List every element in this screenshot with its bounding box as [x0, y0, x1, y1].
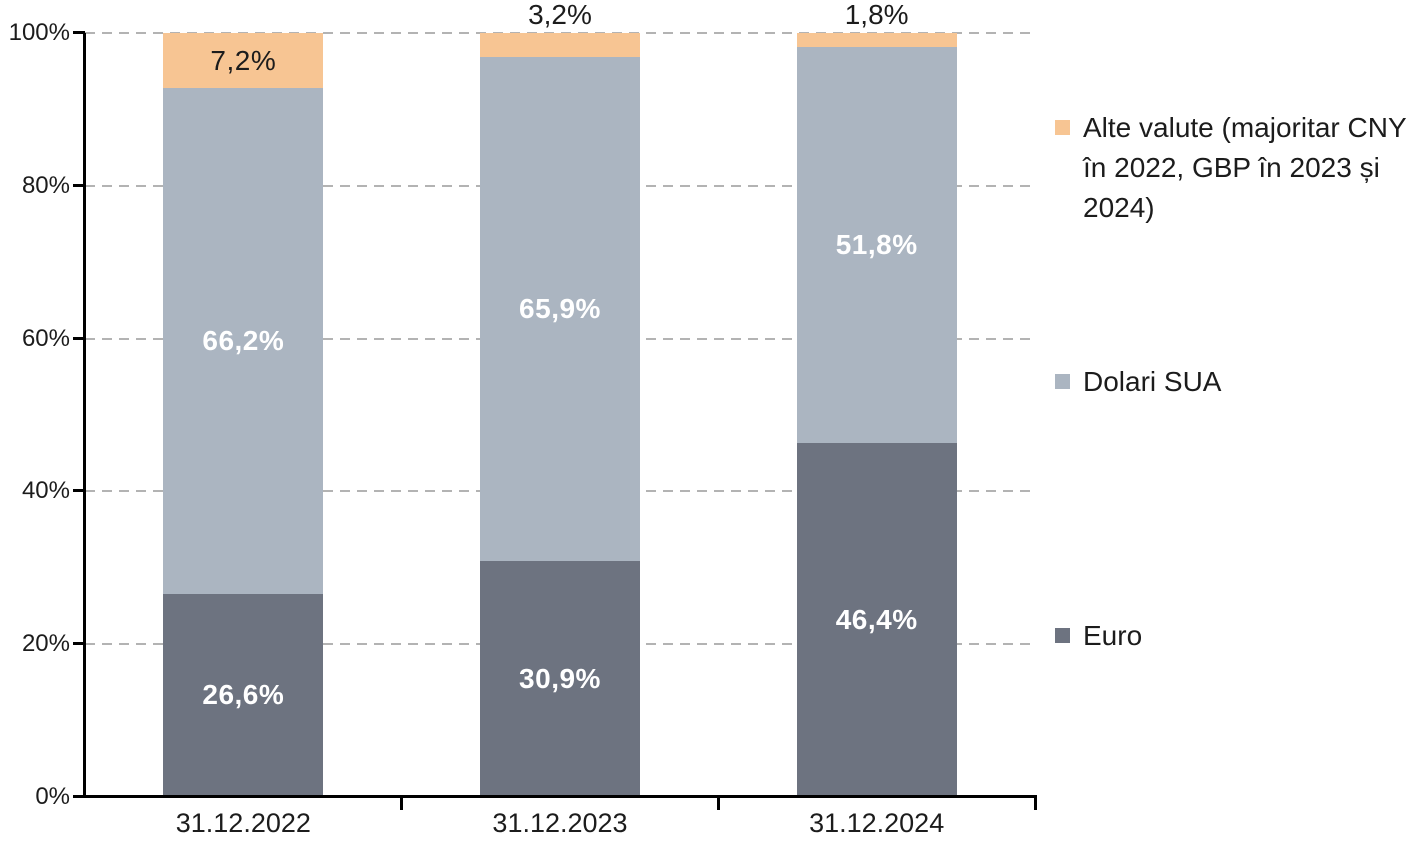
x-axis-tick-3 — [1033, 798, 1037, 810]
y-axis-label-20: 20% — [21, 630, 70, 658]
bar-segment-dolari-31.12.2022 — [163, 88, 324, 594]
y-axis-tick-60 — [73, 336, 85, 340]
bar-segment-euro-31.12.2022 — [163, 593, 324, 797]
legend-swatch-icon — [1055, 374, 1070, 389]
y-axis-tick-40 — [73, 489, 85, 493]
bar-segment-euro-31.12.2024 — [796, 442, 957, 797]
legend-item-3: Euro — [1055, 616, 1425, 656]
legend-label: Euro — [1083, 620, 1143, 651]
legend-item-2: Dolari SUA — [1055, 362, 1425, 402]
y-axis-tick-80 — [73, 183, 85, 187]
bar-segment-alte-31.12.2024 — [796, 33, 957, 47]
y-axis-tick-100 — [73, 31, 85, 34]
bar-label-46,4%: 46,4% — [835, 603, 918, 635]
legend-swatch-icon — [1055, 628, 1070, 643]
bar-segment-dolari-31.12.2024 — [796, 46, 957, 443]
bar-segment-euro-31.12.2023 — [480, 560, 640, 797]
legend-item-1: Alte valute (majoritar CNY în 2022, GBP … — [1055, 108, 1425, 228]
y-axis-line — [83, 33, 86, 797]
bar-label-7,2%: 7,2% — [210, 44, 277, 76]
y-axis-label-40: 40% — [21, 477, 70, 505]
bar-label-30,9%: 30,9% — [519, 662, 601, 694]
x-axis-label-31.12.2024: 31.12.2024 — [809, 808, 945, 838]
y-axis-label-100: 100% — [8, 19, 70, 46]
y-axis-tick-0 — [73, 795, 85, 798]
bar-segment-dolari-31.12.2023 — [480, 57, 640, 561]
bar-label-66,2%: 66,2% — [202, 324, 285, 356]
bar-segment-alte-31.12.2023 — [480, 33, 640, 58]
legend-swatch-icon — [1055, 120, 1070, 135]
plot-area: 26,6% 66,2% 7,2% 30,9% 65,9% 3,2% 46,4% 51,8% 1,… — [85, 0, 1035, 797]
gridline-100 — [85, 32, 1035, 34]
legend-label: Alte valute (majoritar CNY în 2022, GBP … — [1083, 112, 1407, 223]
bar-label-26,6%: 26,6% — [202, 679, 285, 711]
bar-label-3,2%: 3,2% — [528, 0, 592, 30]
legend-label: Dolari SUA — [1083, 366, 1222, 397]
x-axis-label-31.12.2023: 31.12.2023 — [492, 808, 628, 838]
x-axis-label-31.12.2022: 31.12.2022 — [175, 808, 311, 838]
x-axis-tick-1 — [400, 798, 404, 810]
y-axis-label-80: 80% — [21, 171, 70, 199]
y-axis-label-60: 60% — [21, 324, 70, 352]
bar-label-51,8%: 51,8% — [835, 228, 918, 260]
x-axis-tick-2 — [716, 798, 720, 810]
bar-label-65,9%: 65,9% — [519, 293, 601, 325]
y-axis-tick-20 — [73, 642, 85, 646]
bar-label-1,8%: 1,8% — [844, 0, 909, 30]
y-axis-label-0: 0% — [35, 783, 70, 810]
x-axis-line — [83, 795, 1037, 798]
bar-segment-alte-31.12.2022 — [163, 33, 324, 89]
